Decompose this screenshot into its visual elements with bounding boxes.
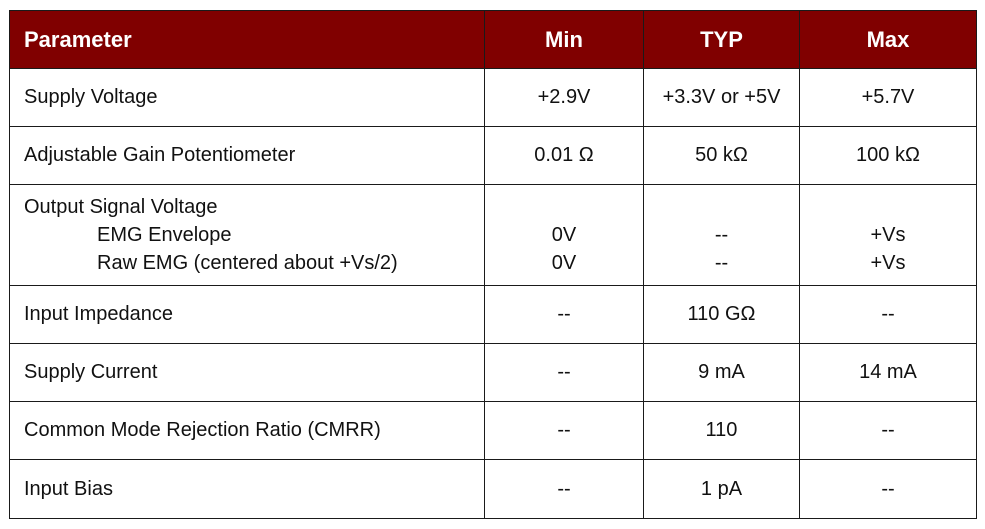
row-min: -- (484, 401, 644, 460)
table-row: Input Bias -- 1 pA -- (9, 459, 977, 519)
row-max: 100 kΩ (799, 126, 977, 185)
row-max: -- (799, 459, 977, 519)
table-row: Supply Current -- 9 mA 14 mA (9, 343, 977, 402)
row-typ: 110 (643, 401, 800, 460)
row-min: -- (484, 343, 644, 402)
table-header: Parameter Min TYP Max (9, 10, 977, 69)
sub-parameter: EMG Envelope (97, 224, 232, 246)
table-row: Supply Voltage +2.9V +3.3V or +5V +5.7V (9, 68, 977, 127)
row-typ: +3.3V or +5V (643, 68, 800, 127)
sub-min: 0V (551, 252, 577, 274)
header-typ: TYP (643, 10, 800, 69)
header-min: Min (484, 10, 644, 69)
row-max: -- (799, 401, 977, 460)
row-parameter-group: Output Signal Voltage EMG Envelope Raw E… (9, 184, 485, 286)
row-max-group: - +Vs +Vs (799, 184, 977, 286)
row-parameter: Input Bias (9, 459, 485, 519)
table-row: Adjustable Gain Potentiometer 0.01 Ω 50 … (9, 126, 977, 185)
row-typ: 1 pA (643, 459, 800, 519)
sub-typ: -- (714, 224, 729, 246)
sub-parameter: Raw EMG (centered about +Vs/2) (97, 252, 398, 274)
row-min: -- (484, 285, 644, 344)
row-max: 14 mA (799, 343, 977, 402)
row-min-group: - 0V 0V (484, 184, 644, 286)
row-min: +2.9V (484, 68, 644, 127)
header-row: Parameter Min TYP Max (9, 10, 977, 69)
group-parameter: Output Signal Voltage (24, 196, 218, 218)
table-body: Supply Voltage +2.9V +3.3V or +5V +5.7V … (9, 68, 977, 519)
table-row: Common Mode Rejection Ratio (CMRR) -- 11… (9, 401, 977, 460)
row-typ: 110 GΩ (643, 285, 800, 344)
row-parameter: Supply Current (9, 343, 485, 402)
specifications-table: Parameter Min TYP Max Supply Voltage +2.… (9, 10, 977, 519)
sub-min: 0V (551, 224, 577, 246)
row-max: +5.7V (799, 68, 977, 127)
row-parameter: Supply Voltage (9, 68, 485, 127)
row-parameter: Common Mode Rejection Ratio (CMRR) (9, 401, 485, 460)
row-parameter: Adjustable Gain Potentiometer (9, 126, 485, 185)
table-row: Output Signal Voltage EMG Envelope Raw E… (9, 184, 977, 286)
row-typ: 9 mA (643, 343, 800, 402)
row-min: 0.01 Ω (484, 126, 644, 185)
header-max: Max (799, 10, 977, 69)
row-parameter: Input Impedance (9, 285, 485, 344)
row-max: -- (799, 285, 977, 344)
sub-max: +Vs (870, 252, 906, 274)
sub-typ: -- (714, 252, 729, 274)
row-typ: 50 kΩ (643, 126, 800, 185)
row-min: -- (484, 459, 644, 519)
table-row: Input Impedance -- 110 GΩ -- (9, 285, 977, 344)
row-typ-group: - -- -- (643, 184, 800, 286)
header-parameter: Parameter (9, 10, 485, 69)
sub-max: +Vs (870, 224, 906, 246)
